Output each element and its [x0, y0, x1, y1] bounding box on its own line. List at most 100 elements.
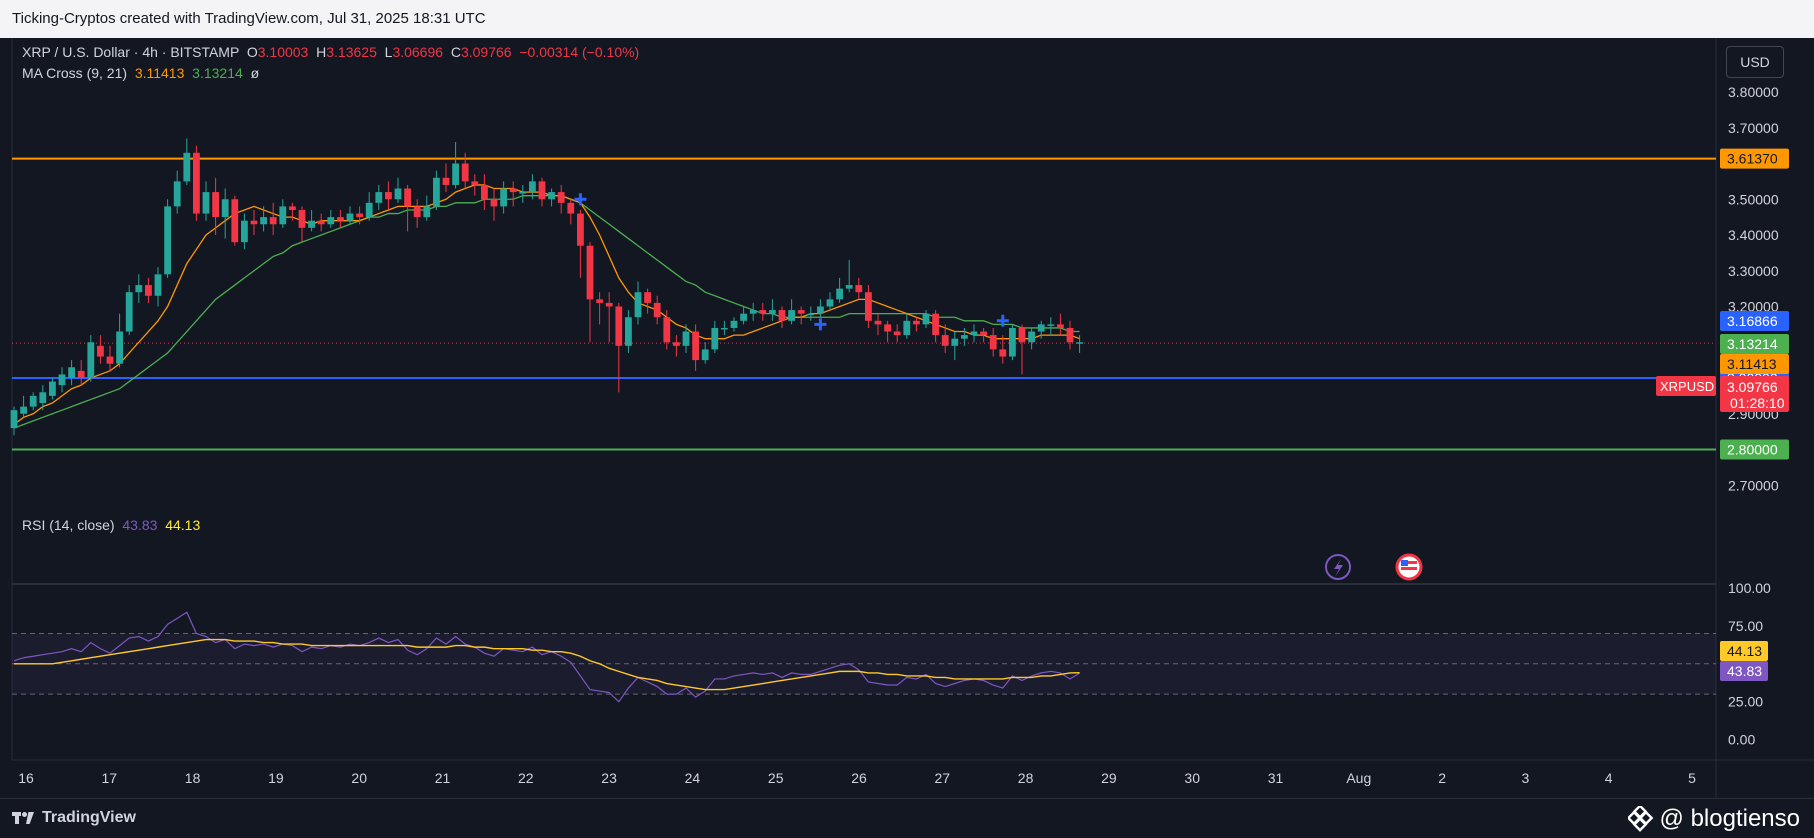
time-tick-label: 16 — [18, 770, 34, 786]
chart-frame[interactable]: 3.800003.700003.600003.500003.400003.300… — [0, 38, 1814, 798]
time-tick-label: 2 — [1438, 770, 1446, 786]
rsi-tick-label: 75.00 — [1728, 618, 1763, 634]
candle-body-up — [346, 213, 354, 221]
candle-body-down — [989, 335, 997, 350]
candle-body-down — [615, 306, 623, 346]
indicator-price-label-box — [1720, 311, 1789, 331]
candle-body-up — [183, 152, 191, 182]
symbol-tag-box — [1656, 376, 1716, 396]
candle-body-up — [202, 192, 210, 214]
candle-body-up — [125, 292, 133, 332]
indicator-price-label: 3.16866 — [1727, 313, 1778, 329]
time-tick-label: 21 — [435, 770, 451, 786]
candle-body-up — [58, 374, 66, 386]
lightning-bolt-icon — [1334, 559, 1343, 577]
rsi-line — [13, 611, 1080, 703]
ma-slow-value: 3.13214 — [192, 65, 243, 81]
candle-body-down — [193, 152, 200, 214]
candle-body-up — [500, 188, 507, 207]
watermark-credit: @ blogtienso — [1627, 805, 1800, 833]
time-tick-label: 5 — [1688, 770, 1696, 786]
chart-svg[interactable]: 3.800003.700003.600003.500003.400003.300… — [0, 38, 1814, 798]
candle-body-up — [241, 220, 248, 243]
indicator-price-label-box — [1720, 334, 1789, 354]
credit-text: @ blogtienso — [1659, 805, 1800, 832]
symbol-title: XRP / U.S. Dollar · 4h · BITSTAMP — [22, 44, 240, 60]
candle-body-down — [980, 331, 987, 336]
time-tick-label: 24 — [685, 770, 701, 786]
time-tick-label: 29 — [1101, 770, 1117, 786]
ma-fast-line — [13, 184, 1080, 425]
candle-body-down — [231, 199, 239, 243]
candle-body-up — [1047, 324, 1055, 326]
candle-body-down — [759, 310, 767, 314]
rsi-legend: RSI (14, close) 43.83 44.13 — [22, 517, 200, 533]
candle-body-down — [567, 202, 575, 214]
candle-body-up — [1028, 331, 1035, 343]
candle-body-down — [289, 206, 296, 210]
candle-body-down — [605, 302, 613, 307]
candle-body-down — [884, 324, 891, 332]
candle-body-up — [682, 331, 690, 346]
candle-body-up — [730, 320, 738, 328]
candle-body-down — [999, 349, 1007, 357]
candle-body-up — [740, 313, 747, 321]
candle-body-down — [778, 310, 786, 321]
header-text: Ticking-Cryptos created with TradingView… — [12, 10, 486, 27]
candle-body-down — [404, 188, 411, 207]
candle-body-down — [1066, 327, 1074, 343]
candle-body-down — [250, 220, 258, 225]
candle-body-up — [327, 217, 335, 225]
candle-body-down — [673, 342, 680, 346]
rsi-ma-value: 44.13 — [165, 517, 201, 533]
candle-body-down — [663, 317, 671, 343]
candle-body-up — [519, 192, 527, 194]
lightning-event-circle — [1325, 554, 1351, 580]
rsi-value-label-box — [1720, 661, 1768, 681]
candle-body-down — [356, 213, 363, 218]
candle-body-up — [788, 310, 795, 321]
candle-body-down — [874, 320, 882, 325]
candle-body-up — [903, 320, 911, 336]
candle-body-down — [932, 313, 939, 336]
candle-body-up — [548, 192, 555, 200]
tradingview-brand[interactable]: TradingView — [12, 809, 136, 827]
candle-body-up — [394, 188, 402, 200]
candle-body-down — [692, 331, 699, 361]
candle-body-down — [471, 181, 479, 185]
candle-body-down — [461, 163, 469, 182]
level-price-label-box — [1720, 148, 1789, 169]
ma-visibility-icon[interactable]: ø — [250, 65, 260, 81]
high-value: 3.13625 — [326, 44, 377, 60]
candle-body-down — [1057, 324, 1064, 328]
candle-body-up — [308, 220, 315, 228]
currency-button[interactable]: USD — [1726, 46, 1784, 78]
candle-body-up — [433, 177, 440, 207]
candle-body-up — [701, 349, 709, 361]
price-tick-label: 3.30000 — [1728, 263, 1779, 279]
candle-body-up — [29, 395, 37, 407]
open-label: O — [246, 44, 258, 60]
candle-body-down — [1018, 327, 1026, 343]
candle-body-up — [20, 406, 27, 414]
candle-body-down — [442, 177, 450, 185]
time-tick-label: 26 — [851, 770, 867, 786]
time-tick-label: 4 — [1605, 770, 1613, 786]
candle-body-up — [807, 313, 815, 316]
header-bar: Ticking-Cryptos created with TradingView… — [0, 0, 1814, 38]
candle-body-down — [97, 345, 104, 357]
price-tick-label: 3.50000 — [1728, 191, 1779, 207]
price-tick-label: 3.80000 — [1728, 84, 1779, 100]
ma-legend: MA Cross (9, 21) 3.11413 3.13214 ø — [22, 65, 259, 81]
time-tick-label: 18 — [185, 770, 201, 786]
level-price-label-box — [1720, 439, 1789, 460]
candle-body-down — [913, 320, 920, 325]
candle-body-up — [116, 331, 123, 364]
candle-body-down — [385, 192, 392, 200]
candle-body-up — [1009, 327, 1016, 357]
candle-body-down — [77, 370, 85, 378]
ma-cross-marker — [574, 193, 587, 206]
countdown-label: 01:28:10 — [1730, 395, 1785, 411]
us-flag-stripe — [1401, 567, 1417, 570]
candle-body-down — [337, 217, 344, 221]
